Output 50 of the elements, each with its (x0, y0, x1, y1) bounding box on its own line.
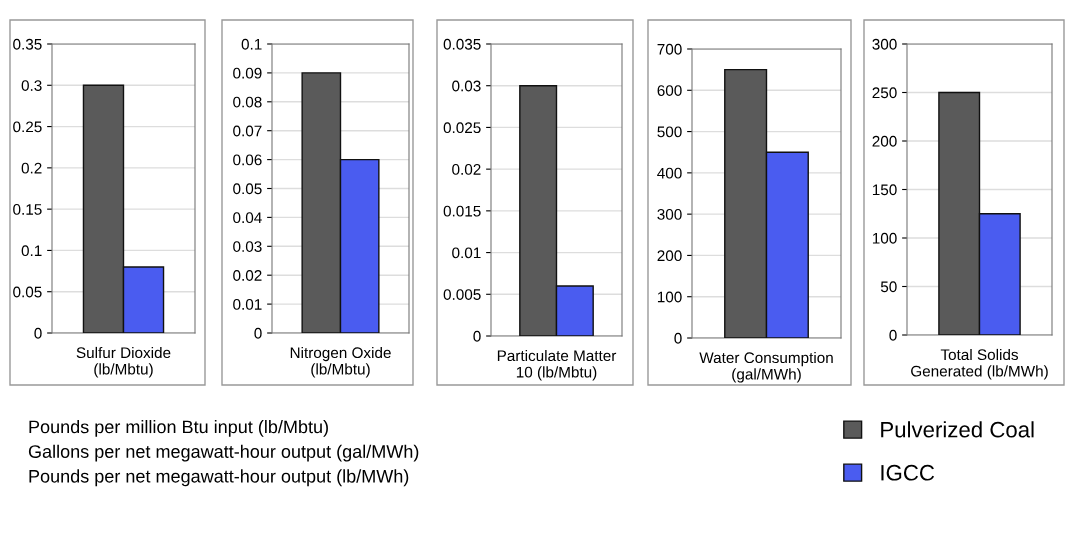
y-tick-label: 0.08 (233, 96, 262, 108)
y-tick-label: 200 (872, 135, 897, 147)
x-tick-label: Nitrogen Oxide (lb/Mbtu) (290, 346, 391, 378)
y-tick-label: 100 (872, 232, 897, 244)
y-tick-label: 0.15 (13, 204, 42, 215)
y-tick-label: 0 (889, 329, 897, 341)
y-tick-label: 300 (872, 38, 897, 50)
y-tick-label: 250 (872, 87, 897, 99)
y-tick-label: 0.04 (233, 212, 262, 224)
y-tick-label: 0.09 (233, 67, 262, 79)
y-tick-label: 0 (254, 327, 262, 339)
y-tick-label: 0.05 (13, 286, 42, 298)
y-tick-label: 0.03 (452, 80, 481, 92)
x-tick-label: Particulate Matter 10 (lb/Mbtu) (497, 349, 617, 381)
y-tick-label: 0.035 (443, 38, 481, 50)
y-tick-label: 0.35 (13, 38, 42, 50)
y-tick-label: 0.05 (233, 183, 262, 195)
y-tick-label: 0.03 (233, 241, 262, 252)
y-tick-label: 0 (674, 332, 682, 344)
y-tick-label: 0.3 (21, 80, 42, 91)
y-tick-label: 0.02 (452, 164, 481, 175)
text: Pounds per million Btu input (lb/Mbtu) Gallons per net megawatt-hour output (gal/MWh) Pounds per net megawatt-hour output (lb/MWh) (28, 420, 419, 487)
y-tick-label: 0.02 (233, 270, 262, 281)
x-tick-label: Total Solids Generated (lb/MWh) (911, 348, 1048, 380)
y-tick-label: 500 (657, 126, 682, 138)
y-tick-label: 0.2 (21, 162, 42, 174)
y-tick-label: 0.01 (233, 298, 262, 310)
legend-label: IGCC (881, 464, 935, 481)
y-tick-label: 700 (657, 43, 682, 55)
y-tick-label: 0 (473, 330, 481, 342)
y-tick-label: 100 (657, 291, 682, 303)
y-tick-label: 0 (34, 327, 42, 339)
y-tick-label: 0.015 (443, 205, 481, 217)
x-tick-label: Water Consumption (gal/MWh) (699, 351, 833, 383)
y-tick-label: 0.07 (233, 125, 262, 137)
y-tick-label: 0.06 (233, 154, 262, 166)
y-tick-label: 0.005 (443, 289, 481, 300)
y-tick-label: 200 (657, 250, 682, 262)
y-tick-label: 300 (657, 209, 682, 220)
y-tick-label: 0.25 (13, 121, 42, 133)
y-tick-label: 600 (657, 85, 682, 96)
x-tick-label: Sulfur Dioxide (lb/Mbtu) (76, 346, 171, 378)
y-tick-label: 0.1 (241, 38, 262, 50)
legend-label: Pulverized Coal (881, 421, 1034, 438)
y-tick-label: 400 (657, 167, 682, 179)
y-tick-label: 150 (872, 184, 897, 196)
y-tick-label: 0.025 (443, 122, 481, 134)
y-tick-label: 0.01 (452, 247, 481, 259)
y-tick-label: 50 (880, 281, 897, 293)
y-tick-label: 0.1 (21, 245, 42, 257)
